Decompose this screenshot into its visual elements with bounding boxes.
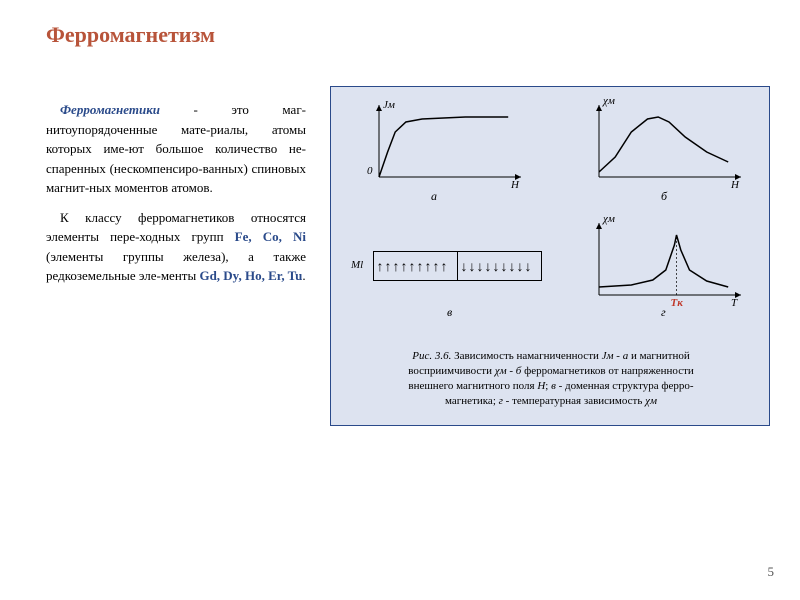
cap-l3a: внешнего магнитного поля: [408, 380, 537, 392]
cap-chi2: χм: [645, 395, 657, 407]
chart-a-xlabel: H: [511, 179, 519, 191]
chart-d-sublabel: г: [661, 305, 666, 320]
chart-a-origin: 0: [367, 165, 373, 177]
chart-c-sublabel: в: [447, 305, 452, 320]
body-text: Ферромагнетики - это маг-нитоупорядоченн…: [46, 100, 306, 296]
elements-group-1: Fe, Co, Ni: [235, 229, 306, 244]
cap-l4b: - температурная зависимость: [503, 395, 645, 407]
chart-b-sublabel: б: [661, 189, 667, 204]
caption-prefix: Рис. 3.6.: [412, 350, 451, 362]
chart-b-ylabel: χм: [603, 95, 615, 107]
chart-d-svg: [581, 215, 751, 305]
chart-c-ylabel: Ml: [351, 259, 363, 271]
chart-d-ylabel: χм: [603, 213, 615, 225]
cap-l4a: магнетика;: [445, 395, 499, 407]
chart-b: χм H: [581, 97, 751, 192]
cap-l2b: ферромагнетиков от напряженности: [524, 365, 694, 377]
cap-l1: Зависимость намагниченности: [451, 350, 601, 362]
cap-jm: Jм: [602, 350, 614, 362]
term-ferromagnetics: Ферромагнетики: [60, 102, 160, 117]
figure-panel: Jм 0 H а χм H б Ml ↑↑↑↑↑↑↑↑↑↓↓↓↓↓↓↓↓↓ в: [330, 86, 770, 426]
chart-b-svg: [581, 97, 751, 187]
chart-d-tk-label: Tк: [671, 297, 683, 309]
elements-group-2: Gd, Dy, Ho, Er, Tu: [199, 268, 302, 283]
cap-db: - б: [507, 365, 524, 377]
chart-c: Ml ↑↑↑↑↑↑↑↑↑↓↓↓↓↓↓↓↓↓: [351, 237, 561, 297]
chart-d: χм T Tк: [581, 215, 751, 310]
chart-a-ylabel: Jм: [383, 99, 395, 111]
page-number: 5: [768, 564, 775, 580]
paragraph-2: К классу ферромагнетиков относятся элеме…: [46, 208, 306, 286]
cap-l3c: - доменная структура ферро-: [556, 380, 694, 392]
figure-caption: Рис. 3.6. Зависимость намагниченности Jм…: [331, 349, 771, 408]
paragraph-1: Ферромагнетики - это маг-нитоупорядоченн…: [46, 100, 306, 198]
cap-chi: χм: [495, 365, 507, 377]
cap-da: - а: [614, 350, 631, 362]
para2-c: .: [302, 268, 305, 283]
cap-l2a: восприимчивости: [408, 365, 495, 377]
chart-a: Jм 0 H: [361, 97, 531, 192]
chart-b-xlabel: H: [731, 179, 739, 191]
chart-a-sublabel: а: [431, 189, 437, 204]
page-title: Ферромагнетизм: [46, 22, 215, 48]
cap-l1b: и магнитной: [631, 350, 690, 362]
chart-d-xlabel: T: [731, 297, 737, 309]
